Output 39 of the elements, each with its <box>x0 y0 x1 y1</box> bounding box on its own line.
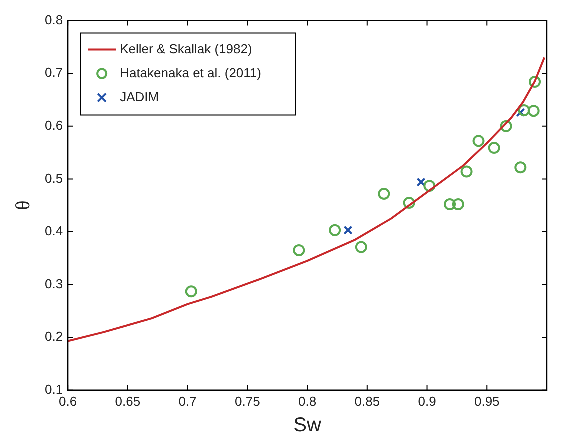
x-axis-title: Sw <box>294 414 322 437</box>
point <box>514 162 527 174</box>
y-tick-label: 0.6 <box>44 118 64 133</box>
x-tick-label: 0.7 <box>178 394 197 409</box>
y-tick-label: 0.2 <box>44 329 64 344</box>
point <box>460 166 473 178</box>
point <box>403 196 416 209</box>
y-tick-label: 0.8 <box>44 12 64 28</box>
legend-label: JADIM <box>120 89 160 104</box>
y-tick-label: 0.3 <box>44 276 64 292</box>
point <box>452 198 464 211</box>
x-tick-label: 0.95 <box>474 394 500 409</box>
point <box>444 198 456 211</box>
x-tick-label: 0.85 <box>354 394 380 409</box>
point <box>424 180 436 192</box>
point <box>518 104 530 117</box>
x-tick-label: 0.9 <box>418 394 436 409</box>
point <box>529 76 542 88</box>
legend-label: Keller & Skallak (1982) <box>120 41 252 56</box>
y-axis-title: θ <box>12 200 34 210</box>
y-tick-label: 0.5 <box>44 170 64 186</box>
y-tick-label: 0.4 <box>44 224 64 239</box>
point <box>516 108 526 118</box>
point <box>378 188 390 200</box>
point <box>472 135 485 148</box>
point <box>416 178 426 187</box>
point <box>528 105 540 118</box>
x-tick-label: 0.8 <box>298 394 317 409</box>
y-tick-label: 0.7 <box>44 65 64 80</box>
legend-label: Hatakenaka et al. (2011) <box>120 65 262 80</box>
point <box>185 286 198 298</box>
point <box>293 244 306 256</box>
point <box>344 226 353 235</box>
point <box>355 241 368 254</box>
x-tick-label: 0.75 <box>235 394 260 409</box>
point <box>488 142 500 154</box>
point <box>329 224 342 236</box>
point <box>500 120 512 132</box>
x-tick-label: 0.65 <box>115 394 141 409</box>
